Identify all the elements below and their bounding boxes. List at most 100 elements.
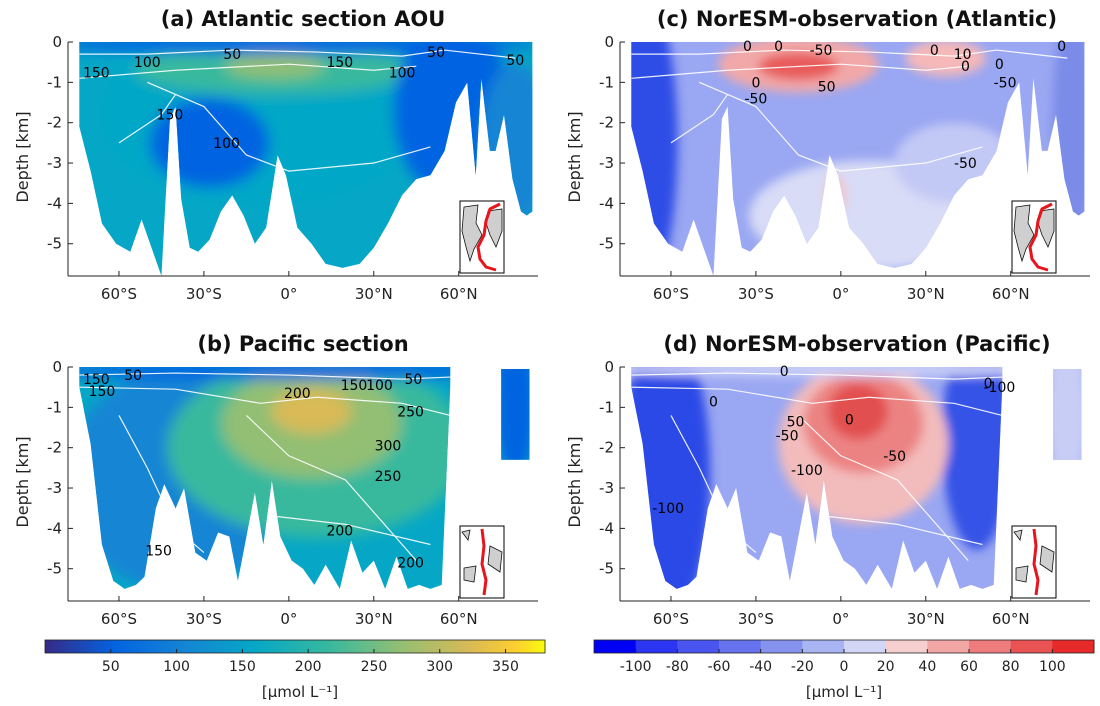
y-tick-label: -3 <box>599 154 614 172</box>
contour-label: 50 <box>124 368 142 384</box>
colorbar-step <box>719 640 762 653</box>
section-location-map <box>459 525 505 599</box>
y-tick-label: -3 <box>599 479 614 497</box>
y-tick-label: -2 <box>47 114 62 132</box>
colorbar-tick-label: 40 <box>918 659 936 675</box>
colorbar-step <box>802 640 845 653</box>
colorbar-tick-label: 200 <box>295 659 322 675</box>
colorbar-step <box>969 640 1012 653</box>
panel-title: (a) Atlantic section AOU <box>161 7 446 31</box>
x-tick-label: 60°N <box>440 285 478 303</box>
x-tick-label: 30°N <box>355 610 393 628</box>
contour-label: 0 <box>751 75 760 91</box>
y-tick-label: -5 <box>599 560 614 578</box>
x-tick-label: 60°N <box>992 610 1030 628</box>
contour-label: 250 <box>375 469 402 485</box>
contour-label: -50 <box>776 429 799 445</box>
contour-label: 250 <box>397 404 424 420</box>
x-tick-label: 60°S <box>653 285 689 303</box>
contour-label: 0 <box>1057 39 1066 55</box>
contour-label: 200 <box>397 556 424 572</box>
contour-label: -50 <box>994 75 1017 91</box>
contour-label: 0 <box>709 394 718 410</box>
y-tick-label: -4 <box>47 519 62 537</box>
x-tick-label: 30°S <box>186 285 222 303</box>
colorbar-difference: -100 -80 -60 -40 -20 0 20 40 60 80 100 [μmol L⁻¹] <box>593 639 1095 701</box>
x-tick-label: 60°S <box>101 285 137 303</box>
section-location-map <box>1011 200 1057 274</box>
colorbar-tick-label: -100 <box>620 659 652 675</box>
contour-label: -50 <box>810 43 833 59</box>
contour-label: -100 <box>791 463 823 479</box>
colorbar-unit: [μmol L⁻¹] <box>262 683 338 701</box>
contour-label: 200 <box>326 523 353 539</box>
x-tick-label: 60°S <box>653 610 689 628</box>
panel-title: (d) NorESM-observation (Pacific) <box>663 332 1050 356</box>
x-tick-label: 30°S <box>738 285 774 303</box>
colorbar-tick-label: -60 <box>708 659 731 675</box>
y-tick-label: -4 <box>599 519 614 537</box>
x-tick-label: 30°N <box>355 285 393 303</box>
y-axis-label: Depth [km] <box>13 111 32 202</box>
y-tick-label: -2 <box>47 439 62 457</box>
colorbar-tick-label: 300 <box>426 659 453 675</box>
colorbar-step <box>760 640 803 653</box>
contour-label: 100 <box>366 378 393 394</box>
contour-label: 300 <box>375 439 402 455</box>
contour-label: 0 <box>774 39 783 55</box>
contour-label: 150 <box>341 378 368 394</box>
y-tick-label: -5 <box>599 235 614 253</box>
ocean-field <box>79 367 530 589</box>
y-tick-label: -5 <box>47 235 62 253</box>
contour-label: -100 <box>652 501 684 517</box>
section-location-map <box>1011 525 1057 599</box>
x-tick-label: 30°N <box>907 610 945 628</box>
x-tick-label: 0° <box>280 285 297 303</box>
y-tick-label: -1 <box>599 73 614 91</box>
y-axis-label: Depth [km] <box>13 436 32 527</box>
x-tick-label: 60°N <box>992 285 1030 303</box>
y-tick-label: -1 <box>599 398 614 416</box>
contour-label: 150 <box>83 372 110 388</box>
contour-label: 50 <box>405 372 423 388</box>
colorbar-tick-label: 60 <box>960 659 978 675</box>
y-tick-label: -1 <box>47 398 62 416</box>
contour-label: 150 <box>89 384 116 400</box>
x-tick-label: 30°N <box>907 285 945 303</box>
colorbar-tick-label: 20 <box>877 659 895 675</box>
colorbar-gradient <box>44 639 546 654</box>
colorbar-tick-label: -80 <box>666 659 689 675</box>
y-tick-label: 0 <box>52 358 62 376</box>
section-location-map <box>459 200 505 274</box>
colorbar-tick-label: 350 <box>492 659 519 675</box>
x-tick-label: 0° <box>832 285 849 303</box>
contour-label: 0 <box>995 57 1004 73</box>
contour-label: 10 <box>954 47 972 63</box>
panel-title: (b) Pacific section <box>197 332 408 356</box>
y-tick-label: 0 <box>52 33 62 51</box>
colorbar-step <box>677 640 720 653</box>
panel-b-pacific-aou: (b) Pacific section Depth [km] 0 -1 -2 -3 -4… <box>13 332 538 628</box>
contour-label: 0 <box>743 39 752 55</box>
colorbar-tick-label: 50 <box>102 659 120 675</box>
panel-a-atlantic-aou: (a) Atlantic section AOU Depth [km] 0 -1 -… <box>13 7 538 303</box>
x-tick-label: 30°S <box>738 610 774 628</box>
contour-label: 50 <box>427 45 445 61</box>
colorbar-unit: [μmol L⁻¹] <box>806 683 882 701</box>
contour-label: 0 <box>930 43 939 59</box>
contour-label: 0 <box>984 376 993 392</box>
panel-d-pacific-difference: (d) NorESM-observation (Pacific) Depth [… <box>565 332 1090 628</box>
contour-label: -100 <box>984 380 1016 396</box>
contour-label: 100 <box>134 55 161 71</box>
contour-label: 150 <box>83 65 110 81</box>
y-tick-label: -3 <box>47 154 62 172</box>
contour-label: 200 <box>284 386 311 402</box>
colorbar-tick-label: 0 <box>840 659 849 675</box>
y-tick-label: -5 <box>47 560 62 578</box>
contour-label: 150 <box>157 108 184 124</box>
y-tick-label: -4 <box>599 194 614 212</box>
contour-label: 150 <box>326 55 353 71</box>
colorbar-step <box>594 640 637 653</box>
contour-label: 150 <box>145 544 172 560</box>
colorbar-step <box>1010 640 1053 653</box>
